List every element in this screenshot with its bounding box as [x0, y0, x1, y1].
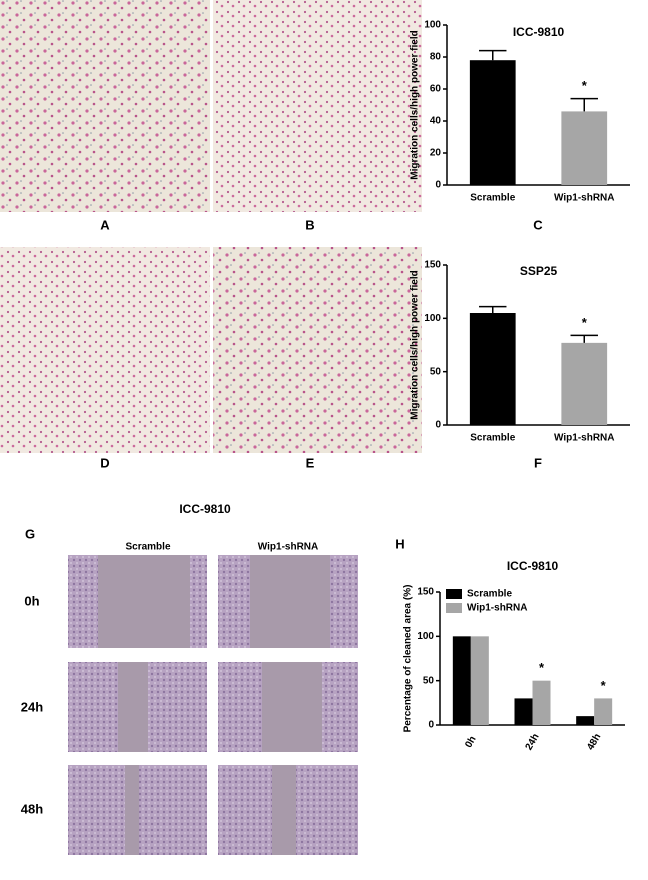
panel-label: F	[534, 455, 542, 470]
bar	[532, 680, 551, 725]
y-tick-label: 0	[435, 180, 441, 191]
error-bar	[570, 97, 598, 112]
scratch-gap	[250, 555, 330, 648]
y-tick-label: 100	[417, 631, 434, 642]
legend-swatch	[446, 603, 462, 613]
bar	[561, 111, 608, 185]
panel-label: B	[305, 217, 314, 232]
y-tick-label: 0	[428, 720, 434, 731]
significance: *	[582, 78, 588, 93]
micrograph	[0, 0, 210, 212]
panel-label: G	[25, 526, 35, 541]
panel-label: H	[395, 536, 404, 551]
error-bar	[479, 305, 507, 313]
panel-label: D	[100, 455, 109, 470]
bar	[576, 716, 595, 725]
y-tick-label: 20	[430, 148, 442, 159]
x-tick-label: Wip1-shRNA	[554, 433, 614, 444]
scratch-title: ICC-9810	[179, 502, 231, 516]
y-tick-label: 50	[430, 366, 442, 377]
bar	[452, 636, 471, 725]
bar	[470, 636, 489, 725]
chart-title: SSP25	[520, 264, 558, 278]
bar	[469, 60, 516, 186]
scratch-gap	[98, 555, 190, 648]
legend-swatch	[446, 589, 462, 599]
micrograph	[0, 247, 210, 453]
micrograph	[213, 0, 422, 212]
y-tick-label: 80	[430, 52, 442, 63]
y-tick-label: 100	[424, 20, 441, 31]
legend-label: Scramble	[467, 589, 512, 600]
scratch-images	[68, 555, 358, 855]
bar	[561, 342, 608, 425]
bar	[469, 313, 516, 425]
scratch-gap	[262, 662, 322, 752]
scratch-gap	[125, 765, 139, 855]
y-tick-label: 60	[430, 84, 442, 95]
panel-label: A	[100, 217, 110, 232]
y-tick-label: 0	[435, 420, 441, 431]
error-bar	[570, 334, 598, 343]
y-tick-label: 40	[430, 116, 442, 127]
row-label: 0h	[24, 593, 39, 608]
row-label: 24h	[21, 699, 43, 714]
significance: *	[539, 660, 545, 675]
y-axis-label: Percentage of cleaned area (%)	[403, 585, 414, 733]
bar	[594, 698, 613, 725]
micrograph	[213, 247, 422, 453]
y-tick-label: 150	[417, 587, 434, 598]
significance: *	[582, 315, 588, 330]
column-label: Scramble	[125, 542, 170, 553]
x-tick-label: 0h	[463, 734, 478, 750]
column-label: Wip1-shRNA	[258, 542, 318, 553]
x-tick-label: 48h	[585, 732, 603, 752]
legend-label: Wip1-shRNA	[467, 603, 527, 614]
x-tick-label: Wip1-shRNA	[554, 193, 614, 204]
chart-title: ICC-9810	[507, 559, 559, 573]
scratch-gap	[272, 765, 296, 855]
scratch-gap	[118, 662, 148, 752]
x-tick-label: Scramble	[470, 433, 515, 444]
y-tick-label: 100	[424, 313, 441, 324]
y-axis-label: Migration cells/high power field	[410, 270, 421, 419]
y-tick-label: 150	[424, 260, 441, 271]
x-tick-label: Scramble	[470, 193, 515, 204]
error-bar	[479, 49, 507, 61]
bar	[514, 698, 533, 725]
y-axis-label: Migration cells/high power field	[410, 30, 421, 179]
chart-title: ICC-9810	[513, 25, 565, 39]
significance: *	[601, 678, 607, 693]
panel-label: E	[306, 455, 315, 470]
x-tick-label: 24h	[524, 732, 542, 752]
row-label: 48h	[21, 801, 43, 816]
y-tick-label: 50	[423, 675, 435, 686]
panel-label: C	[533, 217, 543, 232]
